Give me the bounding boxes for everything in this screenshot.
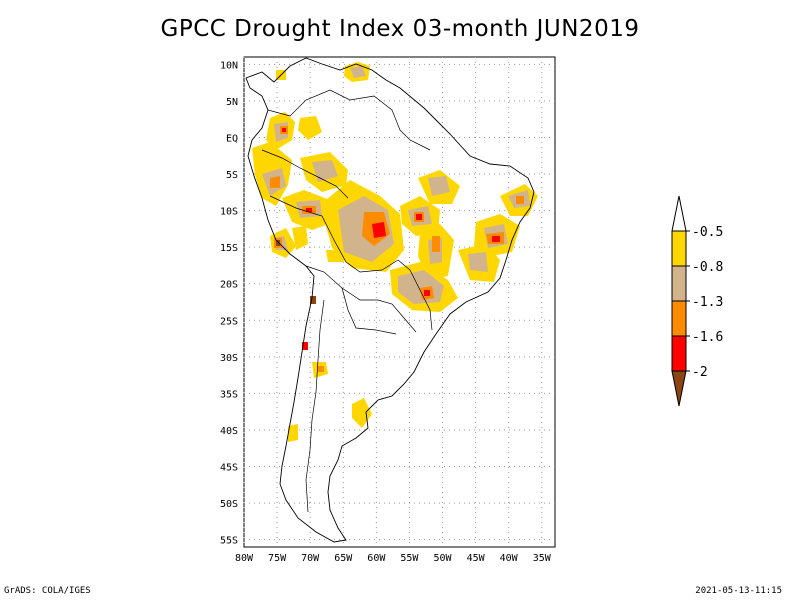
contour-tan-venezuela xyxy=(350,66,366,78)
drought-contours xyxy=(252,62,538,442)
contour-tan-minas xyxy=(468,252,488,272)
contour-red-rondonia xyxy=(372,222,386,238)
contour-tan-amazon xyxy=(312,160,338,182)
lat-tick-label: 35S xyxy=(220,389,238,400)
contour-red-ms xyxy=(424,290,430,296)
lat-tick-label: 45S xyxy=(220,463,238,474)
contour-orange-ne xyxy=(516,196,524,204)
latitude-labels: 10N 5N EQ 5S 10S 15S 20S 25S 30S 35S 40S 45S 50S 55S xyxy=(220,60,238,546)
longitude-labels: 80W 75W 70W 65W 60W 55W 50W 45W 40W 35W xyxy=(235,553,552,564)
legend-box xyxy=(671,230,687,267)
lon-tick-label: 75W xyxy=(268,553,287,564)
lon-tick-label: 60W xyxy=(367,553,386,564)
lon-tick-label: 40W xyxy=(500,553,519,564)
contour-chile-south xyxy=(288,424,298,442)
legend-label: -1.6 xyxy=(692,330,723,345)
footer-timestamp: 2021-05-13-11:15 xyxy=(695,586,782,596)
lon-tick-label: 65W xyxy=(334,553,353,564)
legend-box xyxy=(671,300,687,337)
lat-tick-label: 55S xyxy=(220,536,238,547)
legend-label: -0.8 xyxy=(692,260,723,275)
lat-tick-label: 30S xyxy=(220,353,238,364)
lon-tick-label: 50W xyxy=(433,553,452,564)
lat-tick-label: 5N xyxy=(226,97,238,108)
lat-tick-label: 10N xyxy=(220,60,238,71)
legend-arrow-top xyxy=(671,195,687,232)
contour-tan-para xyxy=(428,176,450,196)
contour-bolivia xyxy=(292,226,308,250)
lon-tick-label: 35W xyxy=(533,553,552,564)
contour-colombia-east xyxy=(298,116,322,140)
contour-orange-goias xyxy=(432,236,440,252)
country-borders xyxy=(261,89,433,513)
coastline xyxy=(245,57,535,543)
lat-tick-label: 15S xyxy=(220,243,238,254)
legend-box xyxy=(671,265,687,302)
map-title: GPCC Drought Index 03-month JUN2019 xyxy=(160,16,640,42)
contour-red-peru xyxy=(306,208,312,212)
footer-credit: GrADS: COLA/IGES xyxy=(4,586,91,596)
lat-tick-label: 5S xyxy=(226,170,238,181)
contour-red-tocantins xyxy=(416,214,422,220)
legend-box xyxy=(671,335,687,372)
lat-tick-label: 40S xyxy=(220,426,238,437)
lat-tick-label: 10S xyxy=(220,207,238,218)
color-legend: -0.5 -0.8 -1.3 -1.6 -2 xyxy=(671,195,723,407)
lat-tick-label: EQ xyxy=(226,133,238,144)
contour-orange-upper xyxy=(270,176,280,188)
lat-tick-label: 25S xyxy=(220,316,238,327)
lon-tick-label: 55W xyxy=(400,553,419,564)
lat-tick-label: 50S xyxy=(220,499,238,510)
contour-red-bahia xyxy=(492,236,500,242)
lon-tick-label: 45W xyxy=(467,553,486,564)
lon-tick-label: 70W xyxy=(301,553,320,564)
legend-label: -0.5 xyxy=(692,225,723,240)
legend-label: -1.3 xyxy=(692,295,723,310)
contour-orange-arg xyxy=(318,366,324,372)
lon-tick-label: 80W xyxy=(235,553,254,564)
legend-label: -2 xyxy=(692,365,708,380)
contour-red-colombia xyxy=(282,128,286,132)
legend-arrow-bottom xyxy=(671,370,687,407)
map-frame xyxy=(243,56,556,548)
lat-tick-label: 20S xyxy=(220,280,238,291)
contour-amazon-small xyxy=(326,250,344,262)
